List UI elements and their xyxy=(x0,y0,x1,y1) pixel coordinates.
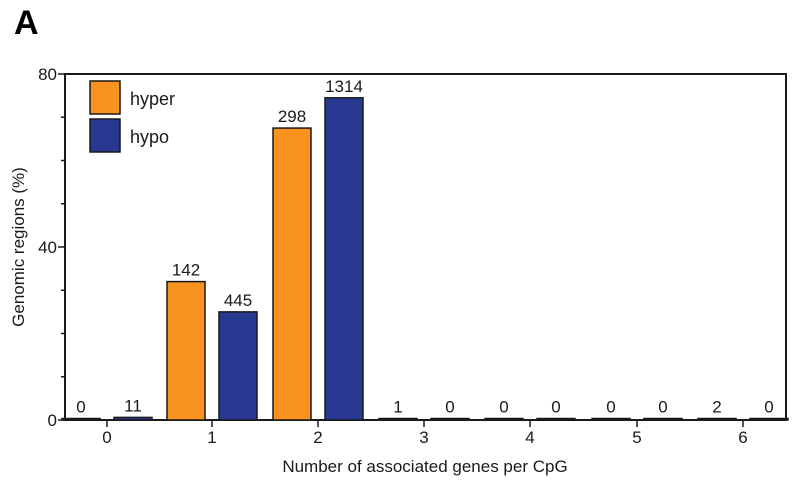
x-tick-label: 1 xyxy=(207,428,216,447)
bar-hypo-5 xyxy=(643,417,683,421)
data-label-hyper-6: 2 xyxy=(712,398,721,417)
panel-label: A xyxy=(14,4,39,42)
legend-swatch-hyper xyxy=(89,80,121,115)
bar-hyper-2 xyxy=(272,127,312,421)
legend: hyper hypo xyxy=(89,80,175,153)
bar-hyper-4 xyxy=(484,417,524,421)
bar-hypo-3 xyxy=(430,417,470,421)
data-label-hypo-6: 0 xyxy=(764,398,773,417)
data-label-hypo-5: 0 xyxy=(658,398,667,417)
x-tick-label: 5 xyxy=(632,428,641,447)
bar-hyper-0 xyxy=(61,417,101,421)
data-label-hyper-5: 0 xyxy=(606,398,615,417)
data-label-hyper-0: 0 xyxy=(76,398,85,417)
x-axis-ticks: 0 1 2 3 4 5 6 xyxy=(102,420,748,447)
bar-hypo-4 xyxy=(536,417,576,421)
data-label-hyper-2: 298 xyxy=(278,107,306,126)
data-labels-group: 0 11 142 445 298 1314 1 0 0 0 0 0 2 0 xyxy=(76,77,773,417)
bar-hyper-5 xyxy=(591,417,631,421)
data-label-hypo-3: 0 xyxy=(445,398,454,417)
x-tick-label: 0 xyxy=(102,428,111,447)
legend-label-hyper: hyper xyxy=(130,89,175,109)
data-label-hypo-4: 0 xyxy=(551,398,560,417)
x-tick-label: 3 xyxy=(419,428,428,447)
bars-group xyxy=(61,97,789,421)
y-tick-label: 80 xyxy=(38,65,57,84)
bar-hypo-6 xyxy=(749,417,789,421)
x-tick-label: 4 xyxy=(525,428,534,447)
y-tick-label: 0 xyxy=(48,411,57,430)
x-axis-title: Number of associated genes per CpG xyxy=(282,457,567,476)
y-axis-title: Genomic regions (%) xyxy=(9,167,28,327)
y-axis-ticks: 0 40 80 xyxy=(38,65,65,430)
data-label-hyper-3: 1 xyxy=(393,398,402,417)
legend-swatch-hypo xyxy=(89,118,121,153)
y-tick-label: 40 xyxy=(38,238,57,257)
bar-hyper-1 xyxy=(166,280,206,421)
data-label-hyper-4: 0 xyxy=(499,398,508,417)
bar-hyper-3 xyxy=(378,417,418,421)
legend-label-hypo: hypo xyxy=(130,127,169,147)
data-label-hypo-1: 445 xyxy=(224,291,252,310)
x-tick-label: 6 xyxy=(738,428,747,447)
bar-hyper-6 xyxy=(697,417,737,421)
bar-hypo-1 xyxy=(218,311,258,421)
data-label-hypo-2: 1314 xyxy=(325,77,363,96)
data-label-hyper-1: 142 xyxy=(172,261,200,280)
bar-hypo-0 xyxy=(113,416,153,421)
data-label-hypo-0: 11 xyxy=(124,396,142,415)
bar-hypo-2 xyxy=(324,97,364,421)
x-tick-label: 2 xyxy=(313,428,322,447)
